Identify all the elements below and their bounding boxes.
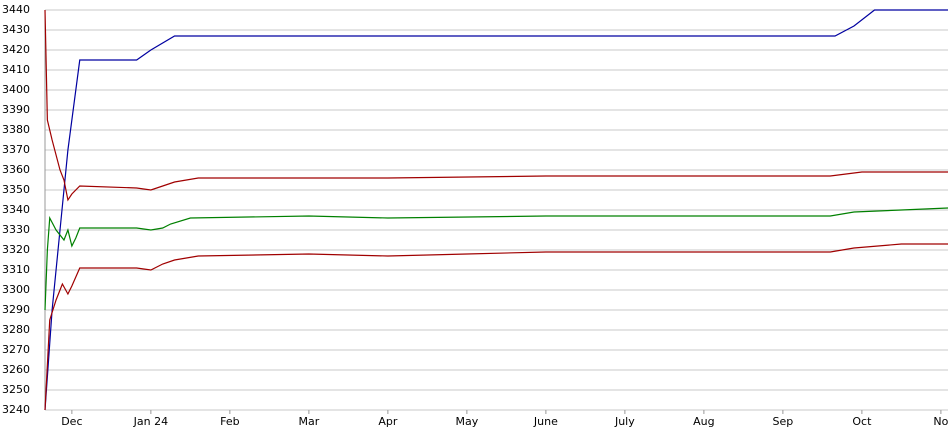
y-tick-label: 3410 (2, 63, 30, 76)
y-tick-label: 3290 (2, 303, 30, 316)
series-line (44, 9, 948, 411)
y-tick-label: 3440 (2, 3, 30, 16)
x-tick-label: May (455, 415, 478, 428)
series-line (44, 207, 949, 311)
y-tick-label: 3350 (2, 183, 30, 196)
x-tick-label: Jan 24 (133, 415, 168, 428)
y-tick-label: 3310 (2, 263, 30, 276)
x-tick-label: Sep (773, 415, 794, 428)
x-tick-label: Apr (378, 415, 398, 428)
y-tick-label: 3420 (2, 43, 30, 56)
series-line (44, 243, 948, 411)
y-tick-label: 3370 (2, 143, 30, 156)
x-tick-label: Oct (852, 415, 872, 428)
y-tick-label: 3360 (2, 163, 30, 176)
y-tick-label: 3300 (2, 283, 30, 296)
series-line (44, 9, 948, 202)
x-tick-label: Mar (298, 415, 319, 428)
y-tick-label: 3320 (2, 243, 30, 256)
x-tick-label: No (933, 415, 948, 428)
x-tick-label: Dec (61, 415, 82, 428)
y-tick-label: 3240 (2, 403, 30, 416)
x-tick-label: Feb (220, 415, 239, 428)
y-tick-label: 3270 (2, 343, 30, 356)
x-tick-label: July (614, 415, 635, 428)
y-tick-label: 3430 (2, 23, 30, 36)
y-tick-label: 3280 (2, 323, 30, 336)
y-tick-label: 3250 (2, 383, 30, 396)
y-tick-label: 3400 (2, 83, 30, 96)
y-tick-label: 3260 (2, 363, 30, 376)
y-tick-label: 3330 (2, 223, 30, 236)
x-tick-label: Aug (693, 415, 714, 428)
y-tick-label: 3390 (2, 103, 30, 116)
y-tick-label: 3380 (2, 123, 30, 136)
x-tick-label: June (533, 415, 558, 428)
y-tick-label: 3340 (2, 203, 30, 216)
